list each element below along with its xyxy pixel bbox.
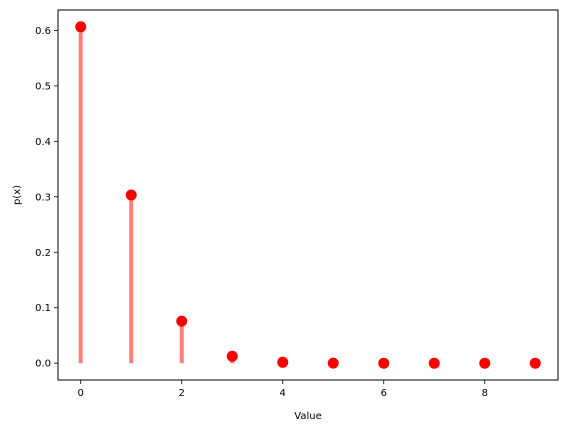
data-point xyxy=(75,21,87,33)
y-tick-label: 0.4 xyxy=(35,137,51,148)
data-point xyxy=(529,357,541,369)
y-tick-label: 0.0 xyxy=(35,359,51,370)
y-tick-label: 0.1 xyxy=(35,303,51,314)
y-axis-ticks: 0.0 0.1 0.2 0.3 0.4 0.5 0.6 xyxy=(35,26,58,370)
y-tick-label: 0.2 xyxy=(35,248,51,259)
x-axis-ticks: 0 2 4 6 8 xyxy=(78,380,488,399)
x-axis-label: Value xyxy=(294,411,321,422)
data-point xyxy=(277,356,289,368)
x-tick-label: 8 xyxy=(482,388,488,399)
data-point xyxy=(378,357,390,369)
data-point xyxy=(479,357,491,369)
data-point xyxy=(125,189,137,201)
data-point xyxy=(327,357,339,369)
data-point xyxy=(226,350,238,362)
y-axis-label: p(x) xyxy=(12,185,23,205)
markers-layer xyxy=(75,21,541,369)
y-tick-label: 0.3 xyxy=(35,192,51,203)
stems-layer xyxy=(78,26,285,364)
x-tick-label: 2 xyxy=(179,388,185,399)
plot-frame xyxy=(57,9,559,381)
y-tick-label: 0.6 xyxy=(35,26,51,37)
y-tick-label: 0.5 xyxy=(35,81,51,92)
data-point xyxy=(428,357,440,369)
x-tick-label: 0 xyxy=(78,388,84,399)
x-tick-label: 6 xyxy=(381,388,387,399)
x-tick-label: 4 xyxy=(280,388,286,399)
data-point xyxy=(176,315,188,327)
